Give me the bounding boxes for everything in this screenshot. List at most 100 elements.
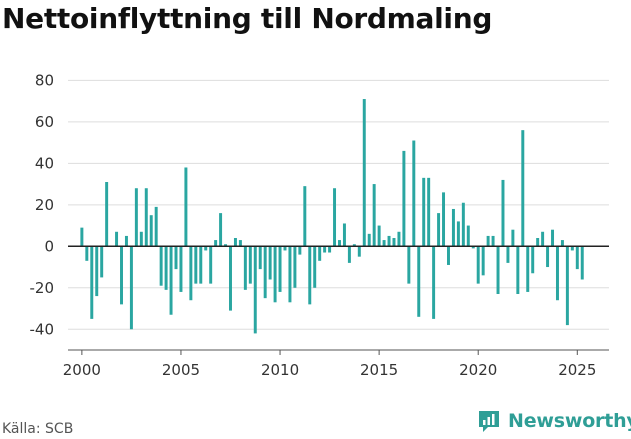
bar bbox=[293, 246, 297, 288]
bar bbox=[347, 246, 351, 263]
bar bbox=[283, 246, 287, 251]
bar bbox=[481, 246, 485, 276]
axes bbox=[68, 245, 609, 351]
newsworthy-logo-icon bbox=[479, 411, 499, 432]
bar bbox=[129, 246, 133, 330]
bar bbox=[154, 206, 158, 247]
bar bbox=[288, 246, 292, 303]
bar bbox=[555, 246, 559, 301]
bar bbox=[90, 246, 94, 319]
bar bbox=[372, 184, 376, 247]
y-tick-label: -40 bbox=[30, 320, 55, 338]
bar bbox=[273, 246, 277, 303]
bar bbox=[402, 150, 406, 247]
bar bbox=[407, 246, 411, 284]
bar bbox=[575, 246, 579, 270]
bar bbox=[179, 246, 183, 292]
bar bbox=[124, 235, 128, 247]
x-tick-label: 2015 bbox=[360, 361, 398, 379]
bar bbox=[318, 246, 322, 261]
chart-title: Nettoinflyttning till Nordmaling bbox=[2, 2, 493, 35]
y-tick-label: 80 bbox=[35, 71, 54, 89]
bar bbox=[298, 246, 302, 255]
bar bbox=[85, 246, 89, 261]
bar bbox=[233, 238, 237, 247]
bar bbox=[357, 246, 361, 257]
bar bbox=[471, 246, 475, 249]
bar bbox=[451, 208, 455, 247]
bar bbox=[427, 177, 431, 247]
bar bbox=[323, 246, 327, 253]
x-tick-label: 2025 bbox=[558, 361, 596, 379]
bar bbox=[303, 186, 307, 247]
bar bbox=[461, 202, 465, 247]
bar bbox=[120, 246, 123, 305]
bar bbox=[243, 246, 247, 290]
bar bbox=[174, 246, 178, 270]
x-tick-label: 2020 bbox=[459, 361, 497, 379]
bar bbox=[328, 246, 332, 253]
bar bbox=[149, 215, 153, 247]
bar bbox=[338, 240, 341, 247]
bar bbox=[342, 223, 346, 247]
x-tick-label: 2005 bbox=[162, 361, 200, 379]
bar bbox=[442, 192, 446, 247]
brand-name: Newsworthy bbox=[508, 410, 631, 432]
x-tick-label: 2000 bbox=[63, 361, 101, 379]
bar bbox=[496, 246, 500, 294]
bar bbox=[268, 246, 272, 280]
bar bbox=[521, 130, 525, 247]
bar bbox=[278, 246, 282, 292]
bar bbox=[139, 231, 143, 247]
bar bbox=[491, 235, 495, 247]
bar bbox=[447, 246, 450, 265]
y-axis-tick-labels: -40 -20 0 20 40 60 80 bbox=[30, 71, 55, 338]
x-axis-tick-labels: 2000 2005 2010 2015 2020 2025 bbox=[63, 350, 596, 379]
bar bbox=[253, 246, 257, 334]
bar bbox=[105, 182, 109, 247]
bar bbox=[194, 246, 198, 284]
bar bbox=[516, 246, 520, 294]
bar bbox=[229, 246, 232, 311]
bar bbox=[486, 235, 490, 247]
bar bbox=[333, 188, 337, 247]
bar bbox=[209, 246, 213, 284]
bar bbox=[560, 240, 564, 247]
bar bbox=[432, 246, 436, 319]
bar bbox=[199, 246, 203, 284]
bar bbox=[362, 99, 366, 247]
bar bbox=[511, 229, 515, 247]
gridlines bbox=[68, 79, 609, 330]
bar bbox=[570, 246, 574, 251]
bar bbox=[551, 229, 555, 247]
y-tick-label: 0 bbox=[44, 237, 54, 255]
y-tick-label: -20 bbox=[30, 279, 55, 297]
bar bbox=[397, 231, 401, 247]
bar bbox=[412, 140, 416, 247]
bar bbox=[115, 231, 119, 247]
bar bbox=[308, 246, 312, 305]
bar bbox=[456, 221, 460, 247]
x-tick-label: 2010 bbox=[261, 361, 299, 379]
bar bbox=[258, 246, 262, 270]
bar bbox=[100, 246, 104, 278]
bar bbox=[169, 246, 173, 315]
bar bbox=[476, 246, 480, 284]
bar bbox=[219, 213, 223, 247]
bar bbox=[224, 244, 228, 247]
bar bbox=[546, 246, 550, 268]
bar bbox=[184, 167, 188, 247]
bar bbox=[392, 238, 396, 247]
y-tick-label: 20 bbox=[35, 196, 54, 214]
bar bbox=[387, 235, 391, 247]
bar bbox=[367, 233, 371, 247]
bar bbox=[214, 240, 218, 247]
bar bbox=[144, 188, 148, 247]
bar bbox=[565, 246, 569, 326]
bar bbox=[377, 225, 381, 247]
y-tick-label: 40 bbox=[35, 154, 54, 172]
bar bbox=[417, 246, 421, 317]
bar bbox=[159, 246, 163, 286]
bar bbox=[541, 231, 545, 247]
